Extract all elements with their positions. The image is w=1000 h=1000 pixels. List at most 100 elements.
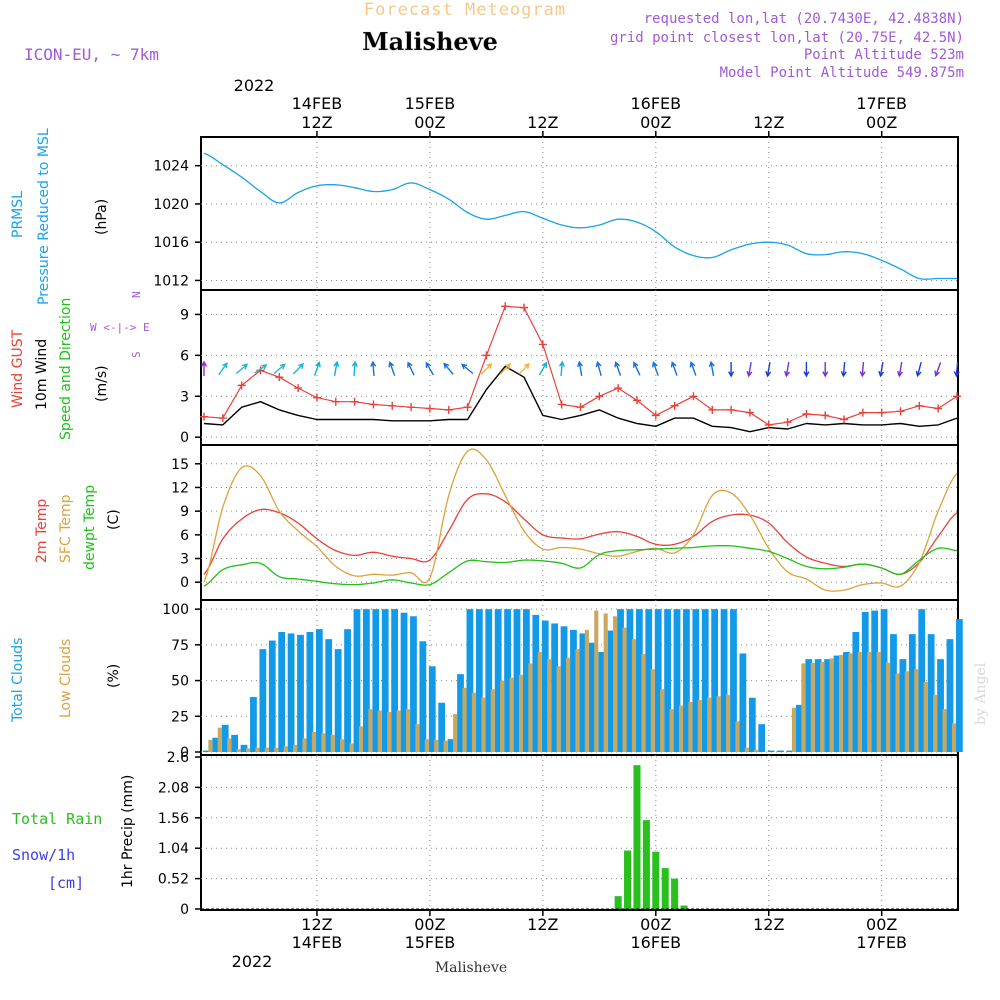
rain-bar xyxy=(642,820,650,909)
total-cloud-bar xyxy=(344,629,351,752)
total-cloud-bar xyxy=(777,750,784,752)
gust-point xyxy=(745,408,754,417)
total-cloud-bar xyxy=(541,620,549,752)
bottom-hour-label: 00Z xyxy=(640,915,671,934)
panel-frame-2 xyxy=(200,444,959,601)
dewpoint-line xyxy=(203,544,958,587)
total-cloud-bar xyxy=(664,609,671,752)
total-cloud-bar xyxy=(353,609,361,752)
top-hour-label: 00Z xyxy=(640,113,671,132)
low-cloud-bar xyxy=(274,747,279,752)
gust-point xyxy=(934,404,943,413)
low-cloud-bar xyxy=(509,677,514,752)
wind-arrow xyxy=(765,361,772,378)
low-cloud-bar xyxy=(707,697,712,752)
low-cloud-bar xyxy=(208,739,213,752)
low-cloud-bar xyxy=(791,707,796,752)
total-cloud-bar xyxy=(617,609,624,752)
gust-point xyxy=(463,403,472,412)
pressure-label-a: PRMSL xyxy=(10,191,26,238)
low-cloud-bar xyxy=(387,712,392,752)
low-cloud-bar xyxy=(801,663,806,752)
gust-point xyxy=(520,303,529,312)
gust-point xyxy=(218,414,227,423)
low-cloud-bar xyxy=(914,669,919,752)
wind-arrow xyxy=(370,360,377,377)
low-cloud-bar xyxy=(726,694,731,752)
total-cloud-bar xyxy=(899,659,907,752)
gust-point xyxy=(237,381,246,390)
low-cloud-bar xyxy=(594,610,599,752)
low-cloud-bar xyxy=(349,743,354,752)
rain-bar xyxy=(661,868,669,909)
low-cloud-bar xyxy=(255,747,260,752)
total-cloud-bar xyxy=(221,724,229,752)
low-cloud-bar xyxy=(650,669,655,752)
rain-bar xyxy=(624,850,632,909)
total-cloud-bar xyxy=(795,704,803,752)
low-cloud-bar xyxy=(641,654,646,752)
low-cloud-bar xyxy=(886,662,891,752)
wind-arrow xyxy=(443,362,454,375)
wind-speed-line xyxy=(203,365,958,433)
y-tick-label: 2.6 xyxy=(167,750,189,766)
low-cloud-bar xyxy=(829,658,834,752)
low-cloud-bar xyxy=(876,652,881,752)
low-cloud-bar xyxy=(405,709,411,752)
pressure-label-b: Pressure Reduced to MSL xyxy=(36,128,52,305)
low-cloud-bar xyxy=(453,714,458,752)
y-tick-label: 1.04 xyxy=(158,841,189,857)
low-cloud-bar xyxy=(321,733,326,752)
total-cloud-bar xyxy=(767,750,775,752)
gust-point xyxy=(858,408,867,417)
total-cloud-bar xyxy=(391,609,399,752)
total-cloud-bar xyxy=(673,609,681,752)
low-cloud-bar xyxy=(895,673,900,752)
low-cloud-bar xyxy=(810,662,815,752)
low-cloud-bar xyxy=(415,724,420,752)
total-cloud-bar xyxy=(410,616,417,752)
wind-arrow xyxy=(803,362,810,378)
wind-arrow xyxy=(689,361,697,376)
low-cloud-bar xyxy=(302,738,307,752)
low-cloud-bar xyxy=(217,727,222,752)
total-cloud-bar xyxy=(287,633,295,752)
total-cloud-bar xyxy=(701,609,709,752)
low-cloud-bar xyxy=(396,710,401,752)
wind-arrow xyxy=(218,362,228,376)
gust-point xyxy=(840,415,849,424)
low-cloud-bar xyxy=(904,671,909,752)
product-title: Forecast Meteogram xyxy=(364,0,566,20)
total-cloud-bar xyxy=(635,609,643,752)
total-cloud-bar xyxy=(833,655,841,752)
total-cloud-bar xyxy=(626,609,634,752)
total-cloud-bar xyxy=(739,653,747,752)
low-cloud-bar xyxy=(716,696,721,752)
low-cloud-bar xyxy=(481,697,486,752)
wind-arrow xyxy=(651,361,659,376)
temp-labels: 2m Temp SFC Temp dewpt Temp (C) xyxy=(34,485,122,570)
bottom-date-label: 14FEB xyxy=(292,933,343,952)
total-cloud-bar xyxy=(334,649,342,752)
rain-bar xyxy=(614,896,622,909)
gust-point xyxy=(708,405,717,414)
gust-point xyxy=(557,400,566,409)
total-cloud-bar xyxy=(428,666,436,752)
low-cloud-bar xyxy=(688,702,693,752)
low-cloud-bar xyxy=(528,663,533,752)
total-cloud-bar xyxy=(551,623,559,752)
wind-arrow xyxy=(953,361,960,378)
wind-arrow xyxy=(200,360,208,376)
y-tick-label: 6 xyxy=(180,348,189,364)
low-cloud-bar xyxy=(518,674,524,752)
gust-point xyxy=(275,373,284,382)
bottom-hour-label: 12Z xyxy=(753,915,784,934)
top-date-label: 15FEB xyxy=(405,94,456,113)
total-cloud-bar xyxy=(748,697,756,752)
gust-point xyxy=(369,400,378,409)
precip-labels: Total Rain Snow/1h [cm] 1hr Precip (mm) xyxy=(12,775,136,892)
total-cloud-bar xyxy=(579,633,587,752)
top-hour-label: 00Z xyxy=(414,113,445,132)
wind-arrow xyxy=(407,361,415,376)
